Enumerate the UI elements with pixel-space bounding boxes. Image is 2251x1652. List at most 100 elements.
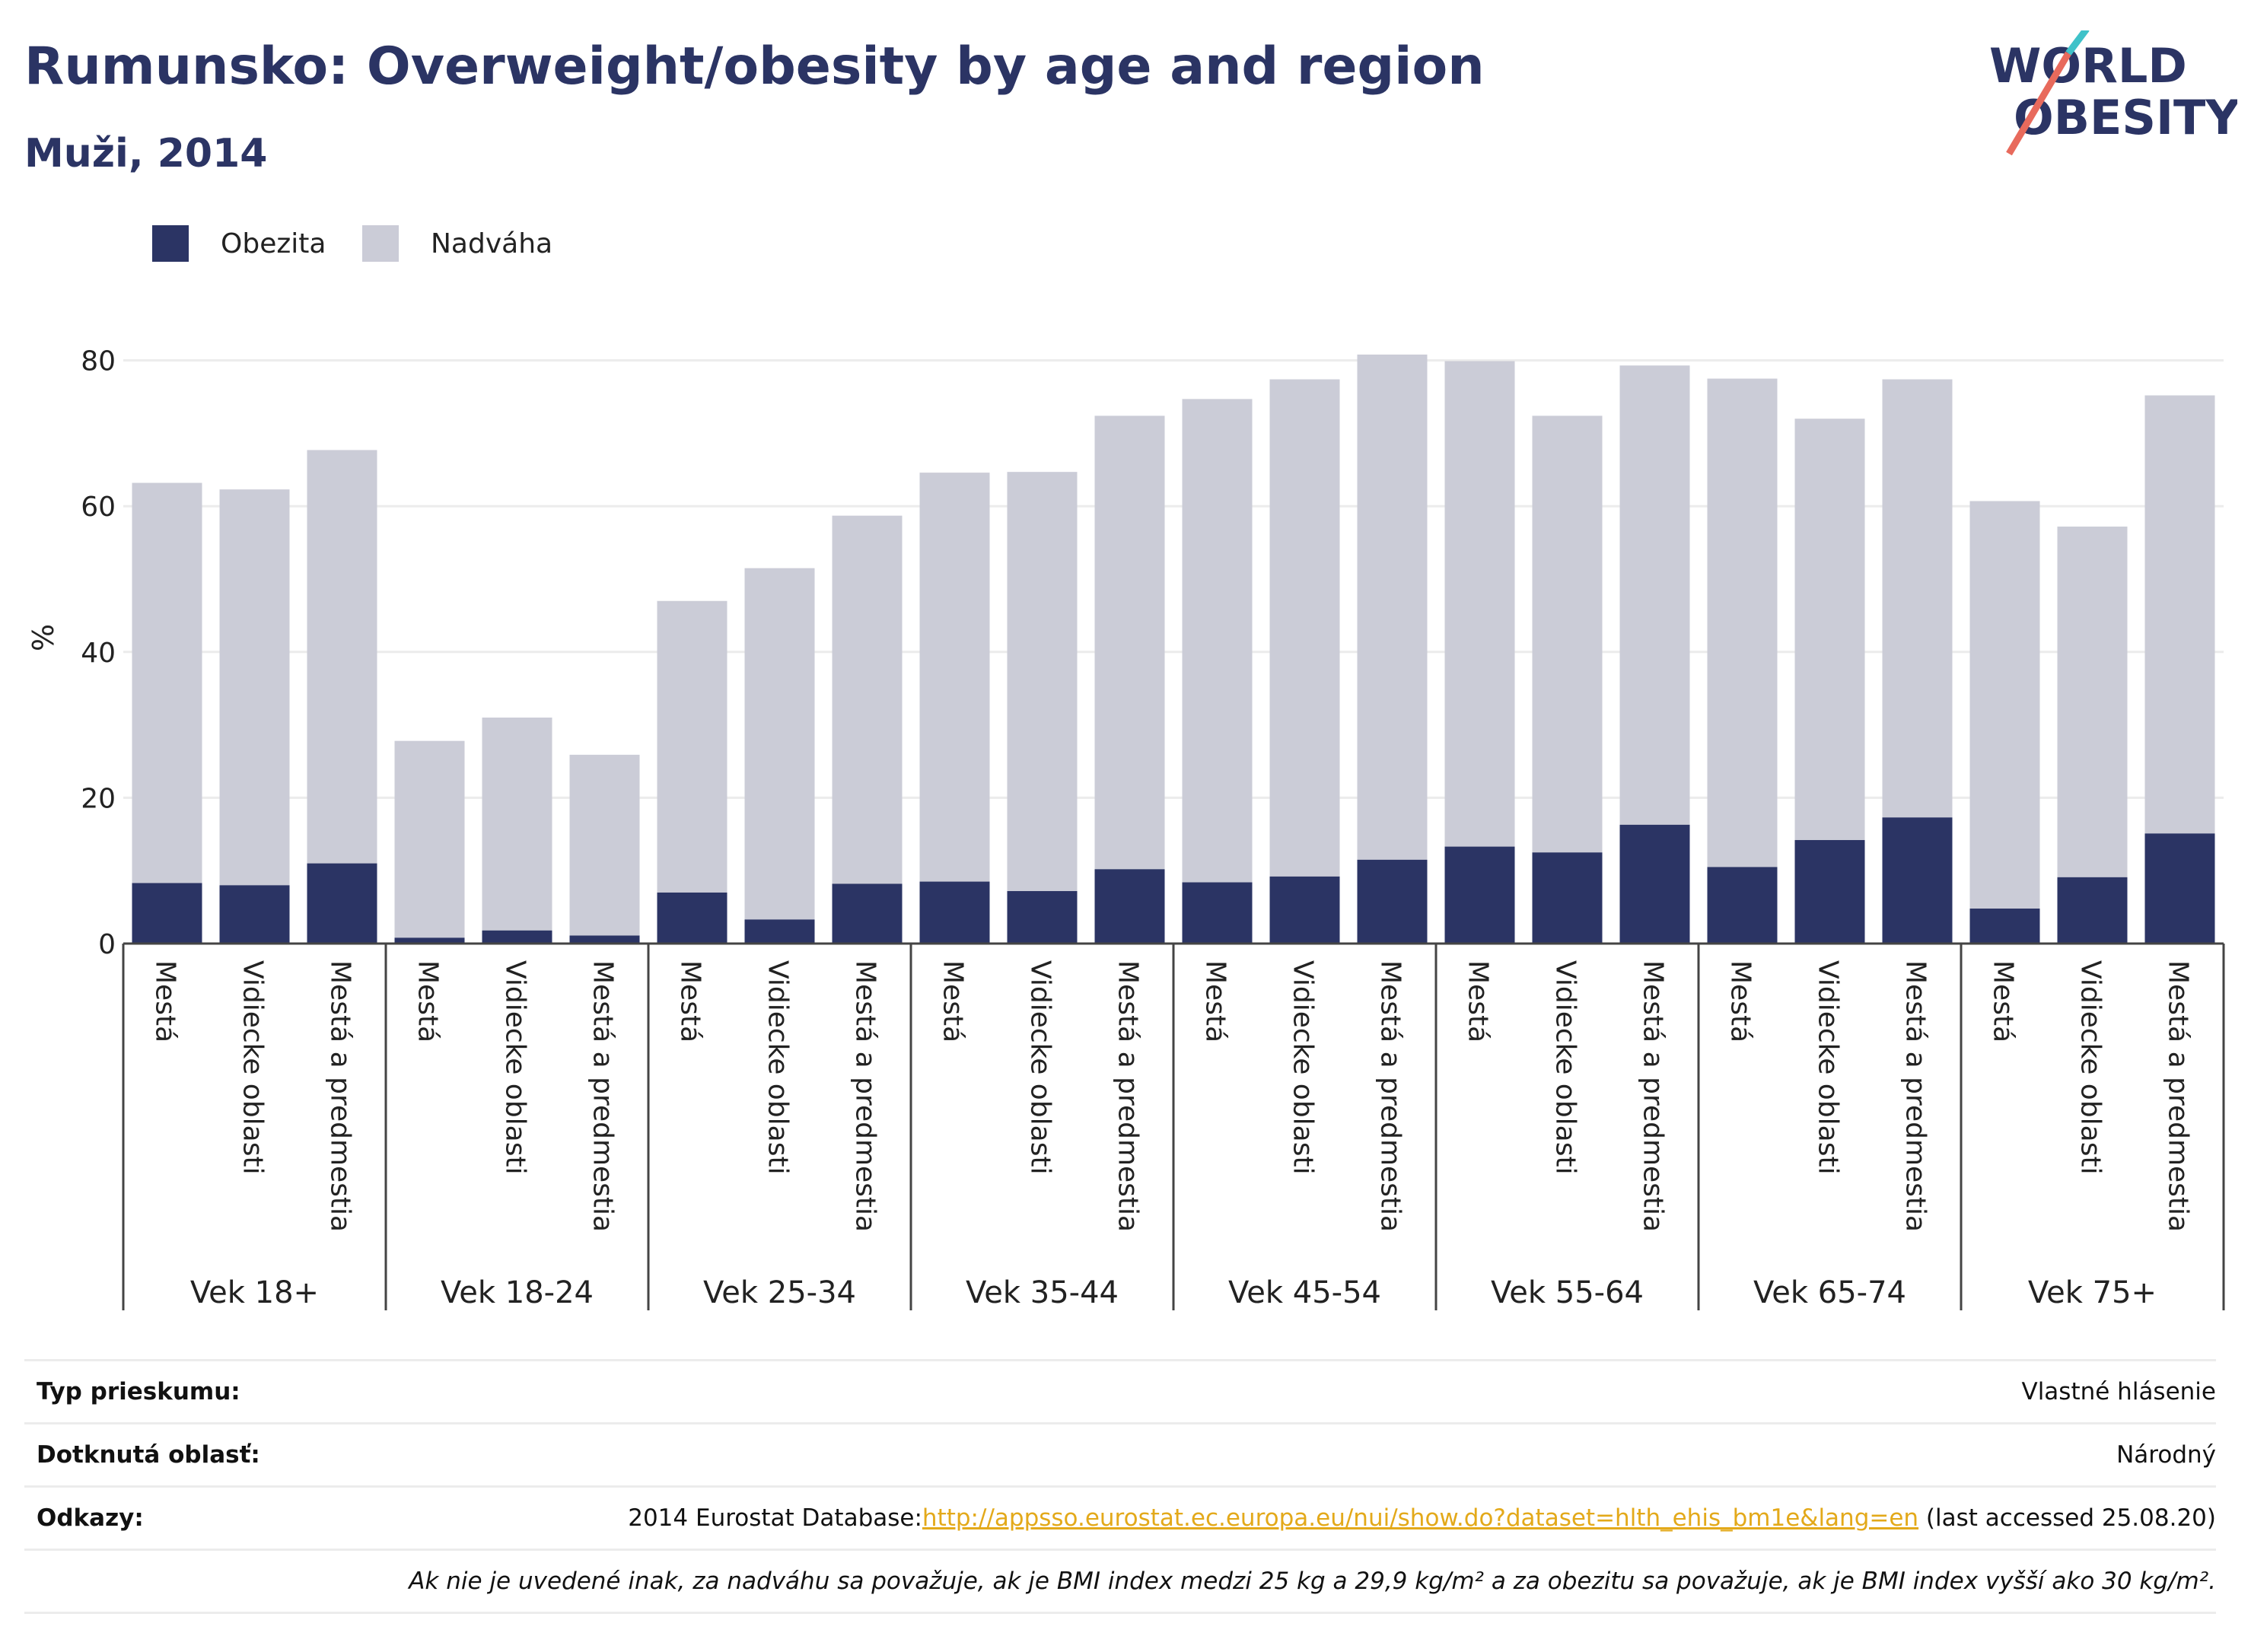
bar-overweight (744, 568, 815, 920)
area-label: Dotknutá oblasť: (37, 1441, 260, 1469)
bar-obesity (1269, 876, 1340, 944)
bar-obesity (1444, 846, 1515, 944)
group-label: Vek 45-54 (1228, 1275, 1381, 1310)
chart-title: Rumunsko: Overweight/obesity by age and … (24, 37, 1485, 97)
references-label: Odkazy: (37, 1504, 144, 1532)
bar-obesity (2144, 833, 2215, 944)
x-tick-label: Mestá a predmestia (1638, 960, 1669, 1232)
bar-overweight (2057, 527, 2128, 877)
bar-overweight (307, 450, 377, 864)
x-tick-label: Mestá a predmestia (587, 960, 619, 1232)
bar-obesity (657, 892, 728, 944)
bar-overweight (1444, 361, 1515, 847)
y-tick-label: 0 (98, 929, 116, 960)
x-tick-label: Mestá (1463, 960, 1494, 1042)
chart-subtitle: Muži, 2014 (24, 131, 268, 177)
bar-overweight (832, 515, 903, 884)
bar-obesity (1619, 824, 1690, 944)
bar-obesity (219, 885, 290, 944)
info-row-survey-type: Typ prieskumu: Vlastné hlásenie (24, 1359, 2216, 1422)
bar-overweight (1094, 415, 1165, 870)
info-row-references: Odkazy: 2014 Eurostat Database:http://ap… (24, 1485, 2216, 1549)
x-tick-label: Mestá a predmestia (1375, 960, 1406, 1232)
y-tick-label: 20 (81, 783, 116, 814)
y-tick-label: 40 (81, 638, 116, 669)
x-tick-label: Vidiecke oblasti (237, 960, 269, 1175)
bar-obesity (1794, 839, 1865, 944)
bar-obesity (307, 863, 377, 944)
x-tick-label: Vidiecke oblasti (2075, 960, 2106, 1175)
x-tick-label: Mestá (150, 960, 181, 1042)
bar-overweight (1707, 378, 1778, 867)
x-tick-label: Mestá (938, 960, 969, 1042)
y-axis-ticks: 0 20 40 60 80 (81, 346, 116, 960)
x-tick-label: Mestá (1200, 960, 1231, 1042)
logo-slash-icon (2006, 51, 2071, 156)
bar-overweight (394, 740, 465, 938)
info-row-note: Ak nie je uvedené inak, za nadváhu sa po… (24, 1549, 2216, 1614)
bar-overweight (482, 718, 552, 931)
bar-obesity (1707, 867, 1778, 944)
bar-obesity (569, 935, 640, 944)
logo-line-2: OBESITY (2014, 90, 2237, 145)
x-tick-label: Mestá (412, 960, 444, 1042)
bar-obesity (1182, 882, 1253, 944)
bar-overweight (1794, 419, 1865, 840)
bar-obesity (1094, 869, 1165, 944)
bar-overweight (132, 482, 202, 883)
references-suffix: (last accessed 25.08.20) (1918, 1504, 2216, 1532)
bar-overweight (1882, 379, 1953, 818)
stacked-bar-chart: 0 20 40 60 80 % Mestá Vidiecke oblasti Mestá a… (27, 346, 2225, 1310)
legend-swatch-obesity (152, 225, 189, 262)
x-tick-label: Vidiecke oblasti (1813, 960, 1844, 1175)
bar-obesity (394, 937, 465, 944)
bar-overweight (2144, 395, 2215, 834)
bmi-note: Ak nie je uvedené inak, za nadváhu sa po… (409, 1568, 2216, 1595)
x-tick-label: Vidiecke oblasti (500, 960, 531, 1175)
x-axis: Mestá Vidiecke oblasti Mestá a predmestia M… (122, 942, 2225, 1310)
x-tick-label: Mestá (1725, 960, 1756, 1042)
y-axis-label: % (27, 624, 60, 651)
legend-label-overweight: Nadváha (431, 228, 553, 259)
group-label: Vek 35-44 (966, 1275, 1119, 1310)
legend-swatch-overweight (362, 225, 399, 262)
group-label: Vek 18+ (190, 1275, 319, 1310)
bar-overweight (919, 473, 990, 882)
survey-type-value: Vlastné hlásenie (2021, 1378, 2216, 1405)
bar-overweight (657, 600, 728, 893)
bar-overweight (1532, 415, 1603, 853)
bar-obesity (1969, 909, 2040, 944)
bar-overweight (1182, 399, 1253, 883)
x-tick-label: Vidiecke oblasti (1550, 960, 1581, 1175)
group-label: Vek 25-34 (703, 1275, 856, 1310)
bar-obesity (1882, 817, 1953, 944)
x-tick-label: Mestá a predmestia (325, 960, 356, 1232)
legend-item-obesity: Obezita (152, 225, 326, 262)
group-label: Vek 75+ (2028, 1275, 2157, 1310)
bar-overweight (1269, 379, 1340, 877)
references-link[interactable]: http://appsso.eurostat.ec.europa.eu/nui/… (922, 1504, 1919, 1532)
references-prefix: 2014 Eurostat Database: (628, 1504, 922, 1532)
bar-overweight (1969, 501, 2040, 909)
x-tick-label: Mestá a predmestia (1900, 960, 1931, 1232)
bars (132, 354, 2215, 944)
bar-obesity (132, 883, 202, 944)
bar-overweight (1619, 365, 1690, 825)
y-tick-label: 80 (81, 346, 116, 377)
bar-overweight (569, 754, 640, 936)
x-tick-label: Mestá a predmestia (2163, 960, 2194, 1232)
bar-obesity (2057, 877, 2128, 944)
bar-obesity (1532, 852, 1603, 944)
area-value: Národný (2116, 1441, 2216, 1469)
references-value: 2014 Eurostat Database:http://appsso.eur… (628, 1504, 2216, 1532)
x-tick-label: Mestá a predmestia (1113, 960, 1144, 1232)
bar-obesity (1357, 859, 1428, 944)
bar-obesity (744, 919, 815, 944)
group-label: Vek 65-74 (1753, 1275, 1906, 1310)
survey-type-label: Typ prieskumu: (37, 1378, 240, 1405)
world-obesity-logo: WORLD OBESITY (1986, 27, 2240, 160)
bar-obesity (919, 881, 990, 944)
logo-line-1: WORLD (1989, 38, 2187, 94)
bar-overweight (1007, 472, 1078, 892)
logo-slash-accent-icon (2065, 27, 2090, 56)
